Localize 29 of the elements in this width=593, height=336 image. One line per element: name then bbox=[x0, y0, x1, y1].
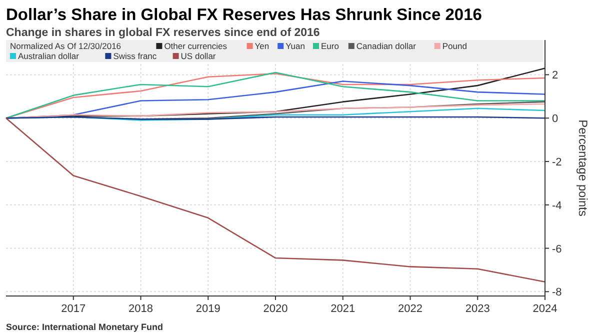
legend-title: Normalized As Of 12/30/2016 bbox=[10, 41, 122, 51]
legend-label: Swiss franc bbox=[113, 51, 158, 61]
x-tick-label: 2020 bbox=[263, 303, 288, 315]
legend-label: Yen bbox=[254, 41, 270, 51]
legend-label: US dollar bbox=[180, 51, 216, 61]
chart-subtitle: Change in shares in global FX reserves since end of 2016 bbox=[6, 27, 320, 39]
source-note: Source: International Monetary Fund bbox=[6, 322, 164, 332]
legend-label: Pound bbox=[442, 41, 468, 51]
legend-label: Australian dollar bbox=[18, 51, 80, 61]
legend-label: Canadian dollar bbox=[356, 41, 416, 51]
y-tick-label: -4 bbox=[552, 200, 562, 212]
legend-label: Euro bbox=[321, 41, 340, 51]
y-tick-label: -2 bbox=[552, 156, 562, 168]
legend-label: Other currencies bbox=[164, 41, 228, 51]
x-tick-label: 2021 bbox=[330, 303, 356, 315]
y-tick-label: -6 bbox=[552, 243, 562, 256]
x-tick-label: 2024 bbox=[532, 303, 558, 315]
x-tick-label: 2023 bbox=[465, 303, 490, 315]
x-tick-label: 2017 bbox=[61, 303, 86, 315]
x-tick-label: 2019 bbox=[196, 303, 220, 315]
line-series bbox=[5, 117, 546, 283]
y-tick-label: 0 bbox=[552, 113, 558, 126]
y-tick-label: 2 bbox=[552, 70, 558, 82]
x-tick-label: 2022 bbox=[398, 303, 422, 315]
x-tick-label: 2018 bbox=[128, 303, 153, 315]
legend-label: Yuan bbox=[286, 41, 306, 51]
chart-title: Dollar’s Share in Global FX Reserves Has Shrunk Since 2016 bbox=[6, 6, 482, 24]
y-axis-title: Percentage points bbox=[576, 120, 590, 216]
y-tick-label: -8 bbox=[552, 286, 562, 299]
